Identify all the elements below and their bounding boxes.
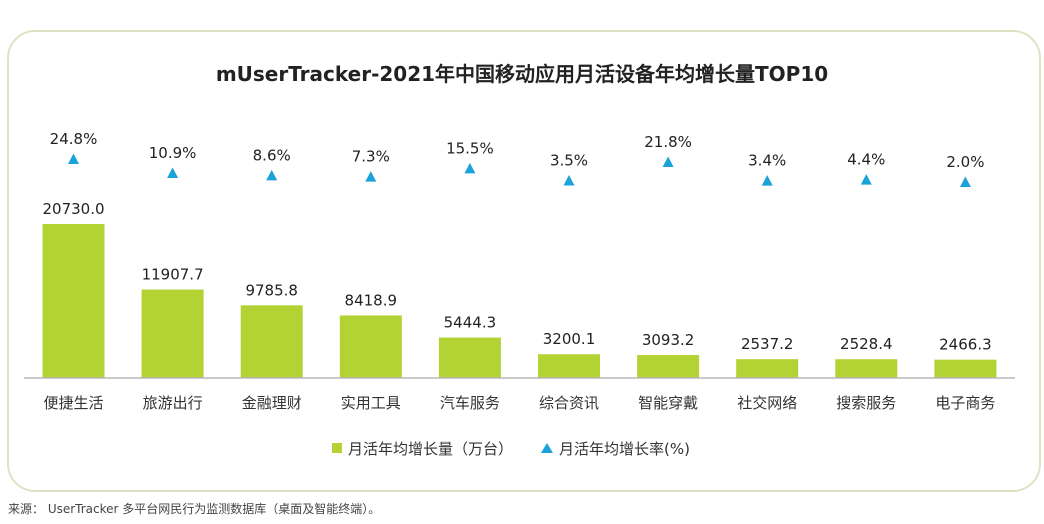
bar (835, 359, 898, 378)
bar (637, 355, 700, 378)
bar (141, 289, 204, 378)
chart-title: mUserTracker-2021年中国移动应用月活设备年均增长量TOP10 (215, 62, 829, 86)
bar-value-label: 3200.1 (543, 330, 596, 348)
category-label: 综合资讯 (539, 394, 599, 412)
category-label: 汽车服务 (440, 394, 500, 412)
bar-value-label: 2466.3 (939, 336, 992, 354)
chart-frame (7, 30, 1041, 492)
legend-item-bar: 月活年均增长量（万台） (332, 438, 513, 459)
bar-value-label: 3093.2 (642, 331, 695, 349)
category-label: 金融理财 (242, 394, 302, 412)
rate-value-label: 7.3% (352, 148, 390, 166)
legend-bar-swatch (332, 443, 342, 453)
rate-value-label: 24.8% (50, 130, 98, 148)
rate-value-label: 8.6% (253, 146, 291, 164)
rate-marker-triangle (266, 169, 278, 181)
bar (736, 359, 799, 378)
bar-value-label: 2528.4 (840, 335, 893, 353)
bar (934, 359, 997, 378)
bar (240, 305, 303, 378)
bar-value-label: 9785.8 (245, 281, 298, 299)
rate-value-label: 21.8% (644, 133, 692, 151)
legend-bar-label: 月活年均增长量（万台） (348, 439, 514, 458)
rate-marker-triangle (761, 175, 773, 186)
category-label: 智能穿戴 (638, 394, 698, 412)
rate-marker-triangle (68, 153, 79, 164)
bar-value-label: 11907.7 (142, 266, 204, 284)
rate-marker-triangle (167, 167, 179, 179)
rate-marker-triangle (563, 174, 575, 186)
category-label: 社交网络 (737, 394, 797, 412)
category-label: 搜索服务 (836, 394, 896, 412)
bar (339, 315, 402, 378)
bar-value-label: 20730.0 (42, 200, 104, 218)
bar-value-label: 5444.3 (444, 314, 497, 332)
bar (42, 224, 105, 378)
category-label: 旅游出行 (143, 394, 203, 412)
chart-legend: 月活年均增长量（万台） 月活年均增长率(%) (332, 437, 718, 459)
rate-marker-triangle (860, 174, 872, 185)
bar (438, 337, 501, 378)
rate-value-label: 15.5% (446, 139, 494, 157)
rate-marker-triangle (464, 162, 476, 174)
rate-marker-triangle (365, 171, 377, 182)
rate-marker-triangle (662, 156, 674, 168)
rate-marker-triangle (959, 176, 971, 187)
bar-value-label: 2537.2 (741, 335, 794, 353)
rate-value-label: 3.4% (748, 152, 786, 170)
rate-value-label: 10.9% (149, 144, 197, 162)
legend-item-marker: 月活年均增长率(%) (541, 438, 690, 459)
rate-value-label: 3.5% (550, 151, 588, 169)
legend-marker-label: 月活年均增长率(%) (559, 439, 690, 458)
legend-triangle-icon (541, 443, 554, 453)
rate-value-label: 4.4% (847, 151, 885, 169)
source-note: 来源： UserTracker 多平台网民行为监测数据库（桌面及智能终端）。 (8, 502, 381, 516)
category-label: 电子商务 (935, 394, 995, 412)
rate-value-label: 2.0% (946, 153, 984, 171)
category-label: 实用工具 (341, 394, 401, 412)
bar-value-label: 8418.9 (345, 291, 398, 309)
bar (538, 354, 600, 378)
category-label: 便捷生活 (43, 394, 103, 412)
